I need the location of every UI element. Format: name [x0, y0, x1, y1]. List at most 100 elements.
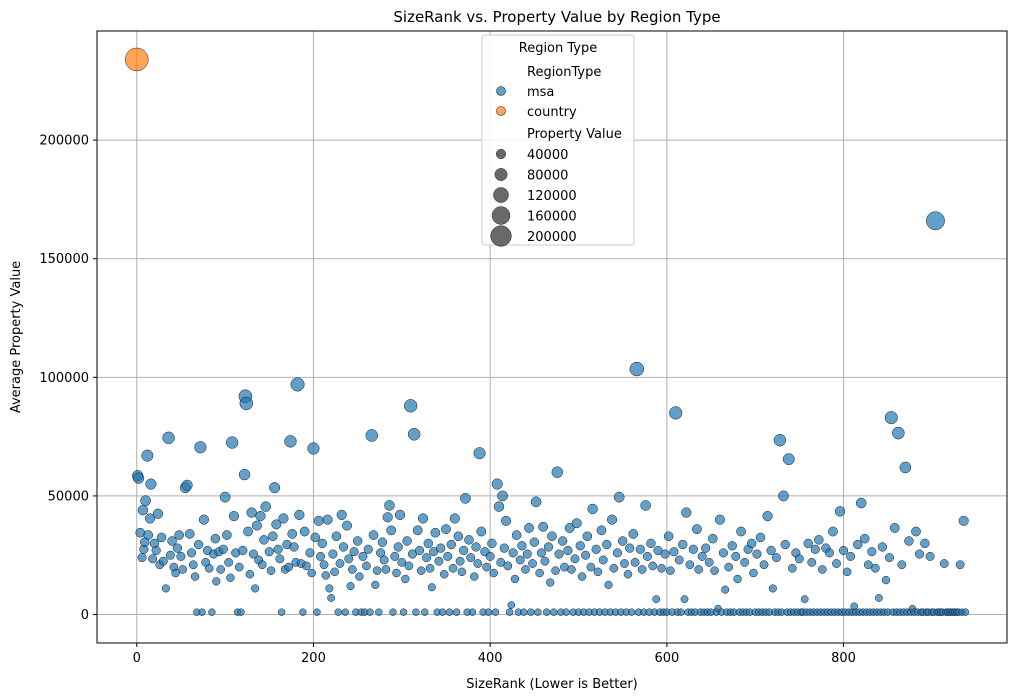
data-point-msa	[342, 520, 352, 531]
data-point-msa	[455, 556, 465, 566]
legend-size-label: 200000	[527, 230, 577, 245]
x-tick-label: 600	[654, 651, 679, 666]
legend-country-label: country	[527, 105, 577, 120]
data-point-msa	[404, 561, 414, 571]
data-point-msa	[485, 551, 495, 561]
data-point-msa	[602, 539, 612, 550]
data-point-msa	[710, 566, 719, 575]
data-point-msa	[275, 554, 285, 564]
data-point-msa	[530, 496, 542, 508]
x-tick-label: 200	[301, 651, 326, 666]
x-tick-label: 800	[831, 651, 856, 666]
data-point-msa	[824, 548, 834, 558]
data-point-msa	[165, 550, 175, 560]
data-point-msa	[623, 569, 633, 579]
data-point-msa	[316, 551, 326, 561]
data-point-msa	[681, 507, 692, 518]
data-point-msa	[875, 594, 883, 602]
data-point-country	[125, 47, 149, 72]
data-point-msa	[955, 560, 965, 570]
data-point-msa	[771, 553, 781, 563]
data-point-msa	[174, 530, 184, 540]
data-point-msa	[284, 562, 294, 572]
data-point-msa	[768, 584, 777, 593]
data-point-msa	[257, 560, 267, 570]
legend-size-label: 160000	[527, 210, 577, 225]
data-point-msa	[216, 565, 225, 574]
data-point-msa	[736, 526, 746, 537]
data-point-msa	[335, 559, 345, 568]
data-point-msa	[714, 514, 725, 525]
data-point-msa	[407, 427, 421, 441]
data-point-msa	[800, 595, 809, 603]
data-point-msa	[871, 563, 880, 573]
data-point-msa	[172, 543, 183, 553]
data-point-msa	[379, 555, 389, 565]
data-point-msa	[255, 511, 266, 522]
data-point-msa	[448, 563, 458, 573]
data-point-msa	[503, 561, 513, 571]
data-point-msa	[208, 608, 216, 616]
data-point-msa	[259, 535, 269, 545]
data-point-msa	[637, 565, 647, 574]
legend-msa-marker	[496, 86, 506, 96]
data-point-msa	[212, 577, 221, 586]
data-point-msa	[184, 529, 195, 539]
data-point-msa	[449, 513, 460, 524]
data-point-msa	[290, 377, 305, 392]
data-point-msa	[897, 560, 907, 570]
data-point-msa	[740, 557, 750, 567]
data-point-msa	[543, 608, 551, 616]
data-point-msa	[674, 555, 684, 565]
data-point-msa	[571, 518, 582, 529]
data-point-msa	[439, 569, 449, 579]
data-point-msa	[434, 556, 444, 566]
data-point-msa	[925, 551, 935, 561]
data-point-msa	[697, 551, 707, 561]
data-point-msa	[470, 572, 479, 581]
data-point-msa	[358, 551, 368, 561]
data-point-msa	[515, 555, 525, 565]
data-point-msa	[284, 435, 297, 448]
data-point-msa	[587, 503, 598, 515]
data-point-msa	[171, 568, 180, 578]
data-point-msa	[438, 608, 447, 616]
data-point-msa	[210, 533, 221, 544]
data-point-msa	[853, 539, 863, 550]
legend-size-label: 40000	[527, 148, 568, 163]
data-point-msa	[393, 542, 403, 552]
data-point-msa	[135, 527, 146, 538]
data-point-msa	[920, 538, 930, 549]
data-point-msa	[289, 542, 299, 552]
data-point-msa	[414, 545, 425, 556]
data-point-msa	[666, 566, 675, 575]
data-point-msa	[226, 573, 235, 582]
data-point-msa	[382, 512, 393, 523]
data-point-msa	[145, 478, 157, 490]
data-point-msa	[245, 569, 255, 579]
data-point-msa	[660, 549, 670, 559]
data-point-msa	[264, 547, 274, 557]
data-point-msa	[557, 536, 568, 546]
data-point-msa	[251, 584, 260, 593]
data-point-msa	[961, 608, 970, 616]
data-point-msa	[436, 543, 446, 553]
data-point-msa	[669, 547, 679, 557]
data-point-msa	[708, 533, 718, 544]
data-point-msa	[501, 515, 512, 526]
data-point-msa	[534, 608, 542, 616]
data-point-msa	[899, 461, 912, 474]
x-tick-label: 0	[133, 651, 141, 666]
data-point-msa	[746, 538, 757, 549]
legend-size-marker	[490, 225, 512, 247]
data-point-msa	[828, 526, 838, 537]
data-point-msa	[663, 531, 674, 542]
data-point-msa	[629, 361, 645, 377]
data-point-msa	[313, 608, 321, 616]
data-point-msa	[137, 553, 147, 563]
y-tick-label: 150000	[39, 252, 89, 267]
data-point-msa	[365, 429, 379, 442]
data-point-msa	[630, 557, 640, 567]
data-point-msa	[421, 608, 429, 616]
data-point-msa	[322, 514, 333, 525]
